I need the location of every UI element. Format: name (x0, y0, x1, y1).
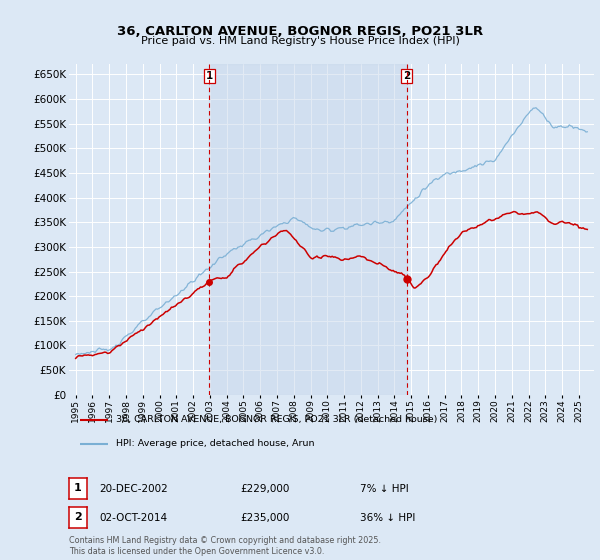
Text: 2: 2 (74, 512, 82, 522)
Text: 02-OCT-2014: 02-OCT-2014 (99, 513, 167, 523)
Text: 20-DEC-2002: 20-DEC-2002 (99, 484, 168, 494)
Text: 1: 1 (74, 483, 82, 493)
Text: 36, CARLTON AVENUE, BOGNOR REGIS, PO21 3LR: 36, CARLTON AVENUE, BOGNOR REGIS, PO21 3… (117, 25, 483, 38)
Text: 36, CARLTON AVENUE, BOGNOR REGIS, PO21 3LR (detached house): 36, CARLTON AVENUE, BOGNOR REGIS, PO21 3… (116, 415, 437, 424)
Text: 2: 2 (403, 71, 410, 81)
Text: Contains HM Land Registry data © Crown copyright and database right 2025.
This d: Contains HM Land Registry data © Crown c… (69, 536, 381, 556)
Text: HPI: Average price, detached house, Arun: HPI: Average price, detached house, Arun (116, 439, 315, 449)
Text: 36% ↓ HPI: 36% ↓ HPI (360, 513, 415, 523)
Bar (209, 64, 407, 395)
Text: £235,000: £235,000 (240, 513, 289, 523)
Text: £229,000: £229,000 (240, 484, 289, 494)
Text: Price paid vs. HM Land Registry's House Price Index (HPI): Price paid vs. HM Land Registry's House … (140, 36, 460, 46)
Text: 7% ↓ HPI: 7% ↓ HPI (360, 484, 409, 494)
Text: 1: 1 (206, 71, 213, 81)
